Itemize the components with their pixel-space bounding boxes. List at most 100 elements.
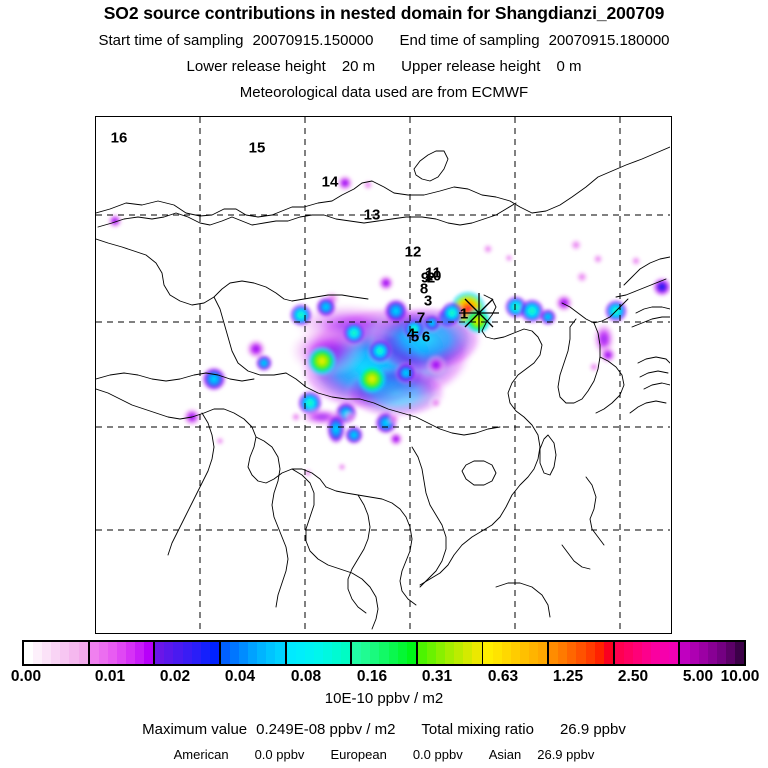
colorbar-tick: 0.63 [487,668,519,685]
colorbar-step [173,642,183,664]
american-label: American [173,747,229,762]
colorbar[interactable] [22,640,746,666]
colorbar-step [483,642,493,664]
total-mixing-ratio-value: 26.9 ppbv [559,721,626,738]
colorbar-step [60,642,70,664]
met-source-note: Meteorological data used are from ECMWF [239,84,529,101]
colorbar-step [257,642,267,664]
colorbar-step [164,642,174,664]
colorbar-step [725,642,735,664]
lower-release-height-value: 20 m [341,58,376,75]
colorbar-step [707,642,717,664]
colorbar-tick: 0.01 [94,668,126,685]
colorbar-step [528,642,539,664]
coastline-layer [96,146,670,630]
colorbar-step [332,642,342,664]
colorbar-step [341,642,351,664]
colorbar-step [116,642,127,664]
star-marker [459,293,499,333]
colorbar-step [126,642,136,664]
colorbar-step [379,642,389,664]
colorbar-step [144,642,154,664]
page-title: SO2 source contributions in nested domai… [103,3,665,23]
colorbar-band [614,642,681,664]
colorbar-step [519,642,529,664]
american-value: 0.0 ppbv [254,747,305,762]
max-value-value: 0.249E-08 ppbv / m2 [256,721,396,738]
colorbar-step [549,642,559,664]
colorbar-unit-label: 10E-10 ppbv / m2 [324,690,444,707]
start-time-value: 20070915.150000 [252,32,374,49]
release-height-line: Lower release height 20 m Upper release he… [0,58,768,75]
colorbar-step [585,642,595,664]
colorbar-step [436,642,446,664]
colorbar-wrap [22,640,746,666]
colorbar-step [689,642,699,664]
colorbar-step [734,642,745,664]
start-time-label: Start time of sampling [98,32,244,49]
european-label: European [330,747,387,762]
end-time-label: End time of sampling [399,32,540,49]
colorbar-step [200,642,210,664]
colorbar-step [69,642,79,664]
colorbar-step [352,642,362,664]
colorbar-step [698,642,708,664]
colorbar-band [155,642,221,664]
colorbar-step [642,642,652,664]
colorbar-step [304,642,314,664]
colorbar-step [89,642,99,664]
colorbar-step [51,642,61,664]
colorbar-band [89,642,156,664]
colorbar-step [78,642,88,664]
colorbar-step [472,642,482,664]
colorbar-tick-labels: 0.00 0.01 0.02 0.04 0.08 0.16 0.31 0.63 1.25 2.50… [0,668,768,688]
colorbar-step [98,642,108,664]
colorbar-step [558,642,568,664]
colorbar-step [454,642,464,664]
colorbar-step [669,642,679,664]
colorbar-band [220,642,287,664]
colorbar-step [623,642,633,664]
colorbar-step [576,642,586,664]
colorbar-tick: 0.02 [159,668,191,685]
colorbar-tick: 0.08 [290,668,322,685]
colorbar-tick: 2.50 [617,668,649,685]
colorbar-step [632,642,643,664]
colorbar-tick: 0.04 [224,668,256,685]
colorbar-tick: 10.00 [720,668,760,685]
gridlines [96,117,670,632]
colorbar-step [594,642,604,664]
colorbar-step [510,642,520,664]
colorbar-step [24,642,34,664]
colorbar-step [107,642,117,664]
colorbar-step [220,642,231,664]
colorbar-step [361,642,371,664]
colorbar-tick: 0.31 [421,668,453,685]
colorbar-step [716,642,726,664]
colorbar-step [286,642,296,664]
colorbar-step [248,642,258,664]
colorbar-step [209,642,219,664]
map-panel[interactable]: 1 2 3 4 5 6 7 8 9 10 11 12 13 14 15 16 [95,116,672,634]
colorbar-step [33,642,43,664]
colorbar-step [266,642,276,664]
end-time-value: 20070915.180000 [548,32,670,49]
colorbar-step [191,642,201,664]
colorbar-tick: 5.00 [682,668,714,685]
colorbar-step [603,642,613,664]
colorbar-tick: 0.00 [10,668,42,685]
colorbar-step [680,642,690,664]
colorbar-band [549,642,615,664]
colorbar-step [492,642,502,664]
colorbar-step [370,642,380,664]
colorbar-step [182,642,192,664]
colorbar-step [406,642,416,664]
colorbar-step [230,642,240,664]
max-value-label: Maximum value [142,721,248,738]
colorbar-step [42,642,52,664]
colorbar-step [651,642,661,664]
colorbar-band [483,642,550,664]
upper-release-height-label: Upper release height [401,58,541,75]
colorbar-step [313,642,323,664]
